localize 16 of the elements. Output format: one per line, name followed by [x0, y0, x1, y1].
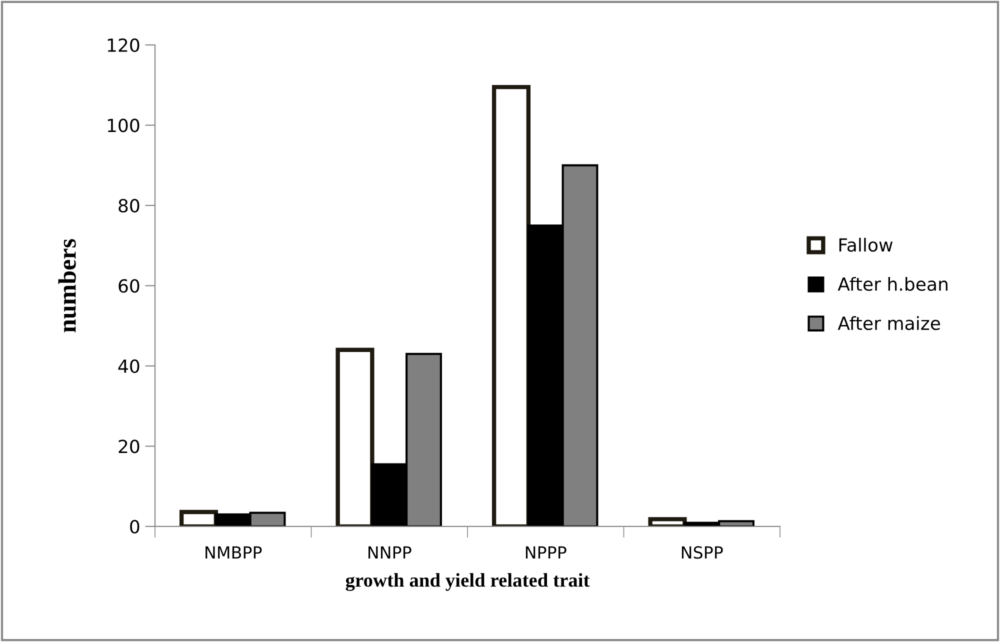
y-tick-label: 40 — [118, 359, 140, 374]
x-tick-label: NMBPP — [206, 546, 262, 559]
x-tick-label: NPPP — [526, 546, 566, 559]
y-tick-label: 120 — [108, 38, 140, 52]
y-tick-label: 60 — [118, 279, 140, 293]
x-axis-title: growth and yield related trait — [346, 573, 590, 591]
x-tick-label: NNPP — [368, 546, 412, 559]
x-tick-label: NSPP — [682, 546, 723, 559]
y-tick-label: 100 — [108, 118, 140, 132]
y-axis-title: numbers — [58, 239, 76, 332]
y-tick-label: 80 — [118, 198, 140, 213]
legend-label: After h.bean — [838, 276, 948, 291]
y-tick-label: 0 — [130, 520, 140, 534]
legend-label: Fallow — [839, 238, 893, 252]
y-tick-label: 20 — [118, 440, 140, 454]
legend-label: After maize — [838, 316, 940, 330]
